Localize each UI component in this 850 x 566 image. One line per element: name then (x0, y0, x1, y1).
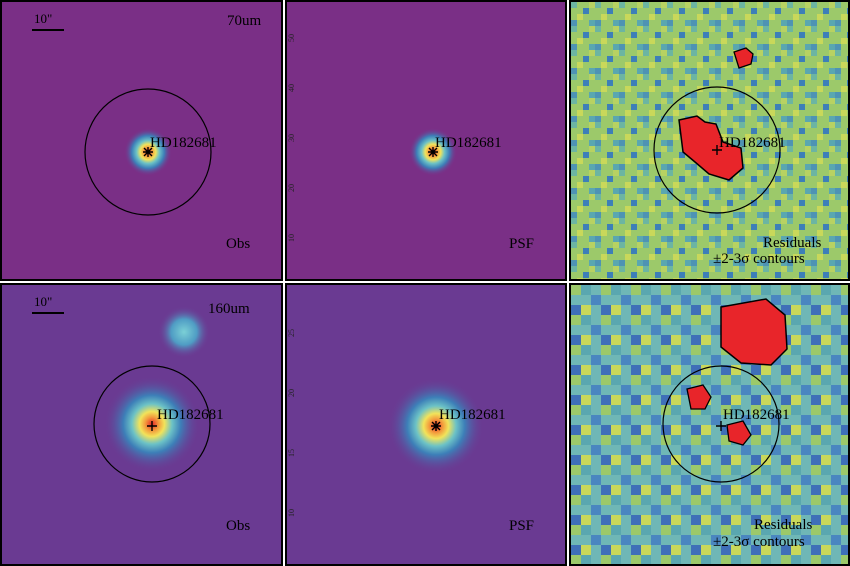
y-tick: 50 (287, 34, 296, 42)
star-marker (147, 421, 157, 431)
target-label: HD182681 (435, 135, 502, 151)
contour-label: ±2-3σ contours (713, 251, 805, 267)
band-label: 160um (208, 301, 250, 317)
residual-excess (726, 420, 752, 446)
residual-image-160um (571, 285, 848, 564)
y-tick: 15 (287, 449, 296, 457)
background-source (158, 306, 210, 358)
star-marker (712, 145, 722, 155)
target-label: HD182681 (150, 135, 217, 151)
panel-70um-obs: 10" 70um HD182681 Obs (0, 0, 283, 281)
residual-image-70um (571, 2, 848, 279)
target-label: HD182681 (157, 407, 224, 423)
panel-label: Obs (226, 236, 251, 252)
panel-70um-residuals: HD182681 Residuals ±2-3σ contours (569, 0, 850, 281)
band-label: 70um (227, 13, 262, 29)
star-marker (431, 421, 441, 431)
star-marker (143, 147, 153, 157)
aperture-circle (93, 365, 211, 483)
obs-image-160um (2, 285, 281, 564)
target-label: HD182681 (439, 407, 506, 423)
y-tick: 10 (287, 509, 296, 517)
contour-label: ±2-3σ contours (713, 534, 805, 550)
target-label: HD182681 (723, 407, 790, 423)
panel-label: Obs (226, 518, 251, 534)
aperture-circle (84, 88, 212, 216)
target-label: HD182681 (719, 135, 786, 151)
y-tick: 25 (287, 329, 296, 337)
panel-160um-residuals: HD182681 Residuals ±2-3σ contours (569, 283, 850, 566)
y-tick: 20 (287, 184, 296, 192)
residual-excess-north (733, 47, 754, 69)
panel-160um-obs: 10" 160um HD182681 Obs (0, 283, 283, 566)
star-marker (428, 147, 438, 157)
obs-image-70um (2, 2, 281, 279)
y-tick: 20 (287, 389, 296, 397)
scale-label: 10" (34, 294, 53, 309)
aperture-circle (653, 86, 781, 214)
psf-image-160um (287, 285, 565, 564)
y-tick: 40 (287, 84, 296, 92)
residual-excess (686, 384, 712, 410)
residual-label: Residuals (754, 517, 813, 533)
y-tick: 10 (287, 234, 296, 242)
psf-image-70um (287, 2, 565, 279)
aperture-circle (662, 365, 780, 483)
panel-160um-psf: 10 15 20 25 HD182681 PSF (285, 283, 567, 566)
residual-label: Residuals (763, 235, 822, 251)
residual-excess-north (720, 298, 788, 366)
residual-excess (678, 115, 744, 181)
panel-70um-psf: 10 20 30 40 50 HD182681 PSF (285, 0, 567, 281)
panel-label: PSF (509, 236, 535, 252)
panel-label: PSF (509, 518, 535, 534)
star-marker (716, 421, 726, 431)
scale-label: 10" (34, 11, 53, 26)
y-tick: 30 (287, 134, 296, 142)
